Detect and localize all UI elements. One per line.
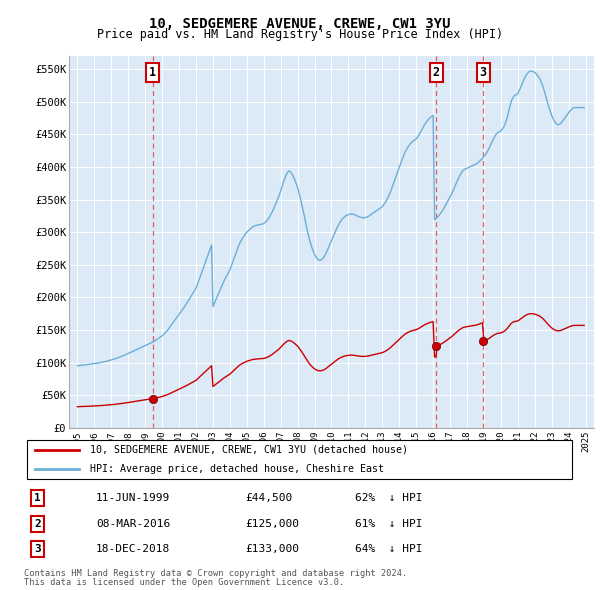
- Text: 18-DEC-2018: 18-DEC-2018: [96, 544, 170, 554]
- Text: £133,000: £133,000: [245, 544, 299, 554]
- Text: 64%  ↓ HPI: 64% ↓ HPI: [355, 544, 422, 554]
- Text: 10, SEDGEMERE AVENUE, CREWE, CW1 3YU: 10, SEDGEMERE AVENUE, CREWE, CW1 3YU: [149, 17, 451, 31]
- Text: Price paid vs. HM Land Registry's House Price Index (HPI): Price paid vs. HM Land Registry's House …: [97, 28, 503, 41]
- Text: 08-MAR-2016: 08-MAR-2016: [96, 519, 170, 529]
- Text: 11-JUN-1999: 11-JUN-1999: [96, 493, 170, 503]
- Text: 3: 3: [34, 544, 41, 554]
- Text: 61%  ↓ HPI: 61% ↓ HPI: [355, 519, 422, 529]
- Text: 3: 3: [479, 66, 487, 79]
- Text: HPI: Average price, detached house, Cheshire East: HPI: Average price, detached house, Ches…: [90, 464, 384, 474]
- Text: 10, SEDGEMERE AVENUE, CREWE, CW1 3YU (detached house): 10, SEDGEMERE AVENUE, CREWE, CW1 3YU (de…: [90, 445, 408, 455]
- Text: 62%  ↓ HPI: 62% ↓ HPI: [355, 493, 422, 503]
- Text: 2: 2: [34, 519, 41, 529]
- Text: Contains HM Land Registry data © Crown copyright and database right 2024.: Contains HM Land Registry data © Crown c…: [24, 569, 407, 578]
- FancyBboxPatch shape: [27, 441, 572, 478]
- Text: 2: 2: [433, 66, 440, 79]
- Text: 1: 1: [34, 493, 41, 503]
- Text: This data is licensed under the Open Government Licence v3.0.: This data is licensed under the Open Gov…: [24, 578, 344, 587]
- Text: £44,500: £44,500: [245, 493, 292, 503]
- Text: 1: 1: [149, 66, 156, 79]
- Text: £125,000: £125,000: [245, 519, 299, 529]
